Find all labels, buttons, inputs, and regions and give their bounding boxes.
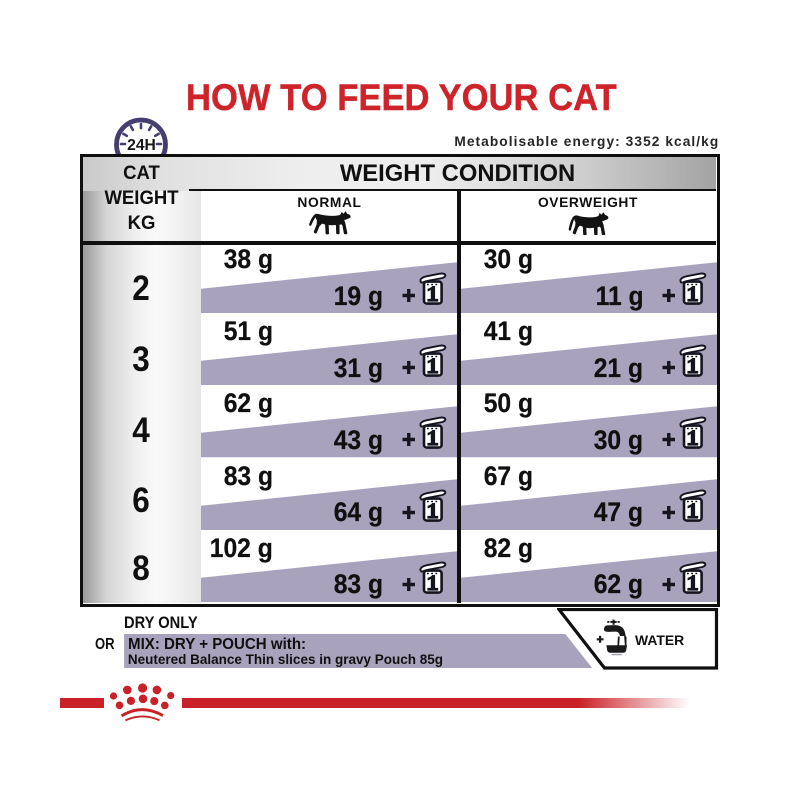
svg-text:24H: 24H bbox=[127, 137, 156, 154]
